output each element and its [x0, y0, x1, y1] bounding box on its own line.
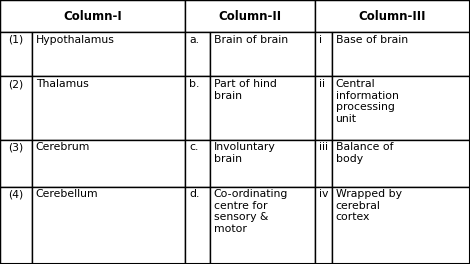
Text: Co-ordinating
centre for
sensory &
motor: Co-ordinating centre for sensory & motor	[214, 189, 288, 234]
Bar	[332, 77, 470, 140]
Bar	[32, 77, 185, 140]
Bar	[315, 140, 332, 187]
Text: Part of hind
brain: Part of hind brain	[214, 79, 277, 101]
Bar	[185, 0, 315, 32]
Bar	[32, 140, 185, 187]
Text: (3): (3)	[8, 142, 24, 152]
Text: d.: d.	[189, 189, 199, 199]
Text: c.: c.	[189, 142, 198, 152]
Bar	[315, 32, 332, 77]
Bar	[210, 32, 315, 77]
Text: iv: iv	[319, 189, 328, 199]
Bar	[32, 32, 185, 77]
Text: Cerebrum: Cerebrum	[36, 142, 90, 152]
Text: (1): (1)	[8, 35, 24, 45]
Text: Column-III: Column-III	[359, 10, 426, 23]
Text: iii: iii	[319, 142, 328, 152]
Bar	[315, 0, 470, 32]
Text: (2): (2)	[8, 79, 24, 89]
Bar	[0, 140, 32, 187]
Bar	[315, 187, 332, 264]
Bar	[315, 77, 332, 140]
Bar	[0, 32, 32, 77]
Bar	[0, 0, 185, 32]
Text: Balance of
body: Balance of body	[336, 142, 393, 164]
Bar	[185, 140, 210, 187]
Text: Column-I: Column-I	[63, 10, 122, 23]
Text: i: i	[319, 35, 321, 45]
Text: Cerebellum: Cerebellum	[36, 189, 98, 199]
Bar	[185, 77, 210, 140]
Bar	[185, 187, 210, 264]
Text: Thalamus: Thalamus	[36, 79, 88, 89]
Bar	[332, 140, 470, 187]
Text: Central
information
processing
unit: Central information processing unit	[336, 79, 399, 124]
Bar	[210, 77, 315, 140]
Text: Base of brain: Base of brain	[336, 35, 407, 45]
Text: ii: ii	[319, 79, 325, 89]
Text: Involuntary
brain: Involuntary brain	[214, 142, 275, 164]
Bar	[185, 32, 210, 77]
Text: Brain of brain: Brain of brain	[214, 35, 288, 45]
Text: Hypothalamus: Hypothalamus	[36, 35, 115, 45]
Bar	[210, 187, 315, 264]
Text: (4): (4)	[8, 189, 24, 199]
Bar	[332, 32, 470, 77]
Bar	[332, 187, 470, 264]
Bar	[32, 187, 185, 264]
Text: Column-II: Column-II	[219, 10, 282, 23]
Text: a.: a.	[189, 35, 199, 45]
Bar	[0, 77, 32, 140]
Text: Wrapped by
cerebral
cortex: Wrapped by cerebral cortex	[336, 189, 401, 222]
Bar	[210, 140, 315, 187]
Text: b.: b.	[189, 79, 199, 89]
Bar	[0, 187, 32, 264]
